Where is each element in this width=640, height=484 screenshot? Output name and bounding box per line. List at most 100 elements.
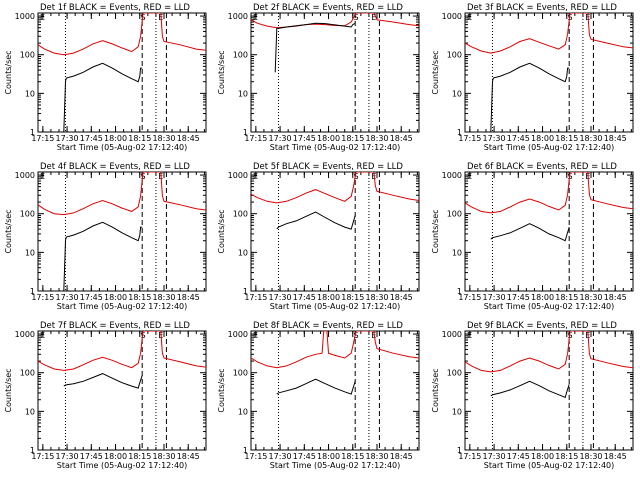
panel-title: Det 4f BLACK = Events, RED = LLD [40,162,190,172]
x-tick-label: 17:15 [31,293,54,302]
start-marker-label: S [353,13,358,22]
x-tick-label: 18:15 [341,134,364,143]
events-series-line [490,223,570,242]
panel-8: Det 8f BLACK = Events, RED = LLD 1 10 100 10… [217,321,420,470]
x-tick-label: 18:15 [128,452,151,461]
x-tick-label: 17:45 [293,293,316,302]
events-series-line [63,221,143,291]
x-tick-label: 18:00 [317,452,340,461]
x-tick-label: 18:30 [152,452,175,461]
first-interval-label: E [40,331,45,340]
y-tick-label: 1000 [442,171,462,180]
x-axis-label: Start Time (05-Aug-02 17:12:40) [270,302,401,311]
x-tick-label: 18:00 [317,293,340,302]
lld-series-line [38,172,206,216]
start-marker-label: S [567,13,572,22]
x-tick-label: 17:15 [244,134,267,143]
end-marker-label: E [371,172,376,181]
first-interval-label: E [253,13,258,22]
x-tick-label: 17:15 [458,134,481,143]
x-tick-label: 18:00 [531,293,554,302]
y-tick-label: 10 [25,248,35,257]
x-tick-label: 17:45 [80,293,103,302]
panel-title: Det 3f BLACK = Events, RED = LLD [467,3,617,13]
x-tick-label: 18:15 [555,293,578,302]
x-tick-label: 17:30 [483,134,506,143]
x-tick-label: 18:15 [128,134,151,143]
y-tick-label: 1 [30,128,35,137]
y-tick-label: 100 [233,369,248,378]
x-tick-label: 18:30 [579,293,602,302]
y-tick-label: 10 [452,248,462,257]
x-tick-label: 18:00 [531,134,554,143]
events-series-line [490,62,570,132]
first-interval-label: E [467,331,472,340]
x-tick-label: 17:30 [483,452,506,461]
y-tick-label: 1000 [15,171,35,180]
y-tick-label: 10 [452,407,462,416]
plot-frame [250,330,420,451]
y-axis-label: Counts/sec [4,209,13,253]
first-interval-label: E [467,172,472,181]
y-tick-label: 1000 [442,330,462,339]
panel-title: Det 7f BLACK = Events, RED = LLD [40,321,190,331]
x-tick-label: 17:15 [31,134,54,143]
y-tick-label: 100 [20,369,35,378]
x-tick-label: 18:45 [390,134,413,143]
x-tick-label: 18:15 [555,452,578,461]
panel-3: Det 3f BLACK = Events, RED = LLD 1 10 100 10… [431,3,634,152]
y-axis-label: Counts/sec [4,368,13,412]
x-tick-label: 18:45 [177,293,200,302]
y-tick-label: 100 [447,51,462,60]
start-marker-label: S [353,172,358,181]
x-tick-label: 18:15 [128,293,151,302]
y-tick-label: 1 [30,287,35,296]
x-axis-label: Start Time (05-Aug-02 17:12:40) [270,461,401,470]
y-tick-label: 100 [233,51,248,60]
plot-frame [250,12,420,133]
plot-frame [37,12,207,133]
lld-series-line [251,172,419,204]
y-tick-label: 10 [25,407,35,416]
x-tick-label: 18:00 [317,134,340,143]
y-axis-label: Counts/sec [217,368,226,412]
y-tick-label: 1000 [15,12,35,21]
x-tick-label: 17:45 [80,134,103,143]
x-tick-label: 17:15 [458,452,481,461]
y-axis-label: Counts/sec [217,209,226,253]
x-tick-label: 18:45 [604,452,627,461]
x-tick-label: 18:15 [341,452,364,461]
y-tick-label: 1 [457,287,462,296]
x-tick-label: 17:30 [56,452,79,461]
events-series-line [490,380,570,399]
x-tick-label: 18:30 [579,452,602,461]
x-tick-label: 18:30 [579,134,602,143]
x-tick-label: 18:00 [531,452,554,461]
x-tick-label: 17:45 [80,452,103,461]
lld-series-line [465,331,633,373]
panel-title: Det 9f BLACK = Events, RED = LLD [467,321,617,331]
x-axis-label: Start Time (05-Aug-02 17:12:40) [57,461,188,470]
plot-frame [37,171,207,292]
x-tick-label: 17:45 [507,452,530,461]
y-tick-label: 1 [30,446,35,455]
y-tick-label: 100 [447,369,462,378]
panel-title: Det 8f BLACK = Events, RED = LLD [253,321,403,331]
x-axis-label: Start Time (05-Aug-02 17:12:40) [484,461,615,470]
x-tick-label: 18:30 [152,134,175,143]
x-tick-label: 18:30 [365,293,388,302]
x-tick-label: 17:15 [458,293,481,302]
y-axis-label: Counts/sec [217,50,226,94]
end-marker-label: E [371,13,376,22]
y-tick-label: 1 [243,128,248,137]
x-tick-label: 17:30 [56,293,79,302]
x-tick-label: 17:45 [507,134,530,143]
y-axis-label: Counts/sec [431,209,440,253]
y-axis-label: Counts/sec [431,50,440,94]
x-tick-label: 18:30 [152,293,175,302]
plot-frame [37,330,207,451]
y-tick-label: 1 [457,446,462,455]
x-tick-label: 17:45 [293,134,316,143]
